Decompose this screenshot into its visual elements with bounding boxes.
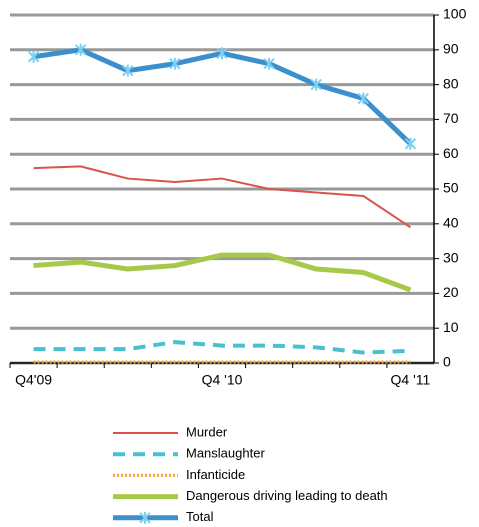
marker xyxy=(263,57,275,70)
marker xyxy=(216,47,228,60)
marker xyxy=(139,511,151,524)
marker xyxy=(74,43,87,56)
legend-label: Dangerous driving leading to death xyxy=(186,488,388,503)
marker xyxy=(27,50,40,63)
x-tick-label: Q4 '10 xyxy=(202,372,243,388)
marker xyxy=(404,137,417,150)
series-line xyxy=(33,165,411,229)
y-tick-label: 20 xyxy=(443,284,459,300)
x-tick-label: Q4 '11 xyxy=(391,372,431,388)
legend-label: Total xyxy=(186,509,214,524)
marker xyxy=(122,64,134,77)
legend-label: Murder xyxy=(186,424,228,439)
y-tick-label: 40 xyxy=(443,215,459,231)
legend-label: Manslaughter xyxy=(186,446,265,461)
series-line xyxy=(33,47,413,146)
series-line xyxy=(33,340,411,355)
marker xyxy=(310,78,322,91)
y-tick-label: 50 xyxy=(443,180,459,196)
marker xyxy=(169,57,181,70)
y-tick-label: 30 xyxy=(443,249,459,265)
y-tick-label: 80 xyxy=(443,75,459,91)
y-tick-label: 60 xyxy=(443,145,459,161)
y-tick-label: 90 xyxy=(443,41,459,57)
y-tick-label: 10 xyxy=(443,319,459,335)
marker xyxy=(357,92,370,105)
series-line xyxy=(33,252,412,293)
legend-label: Infanticide xyxy=(186,467,245,482)
y-tick-label: 100 xyxy=(443,6,467,22)
y-tick-label: 0 xyxy=(443,354,451,370)
x-tick-label: Q4'09 xyxy=(15,372,52,388)
y-tick-label: 70 xyxy=(443,110,459,126)
